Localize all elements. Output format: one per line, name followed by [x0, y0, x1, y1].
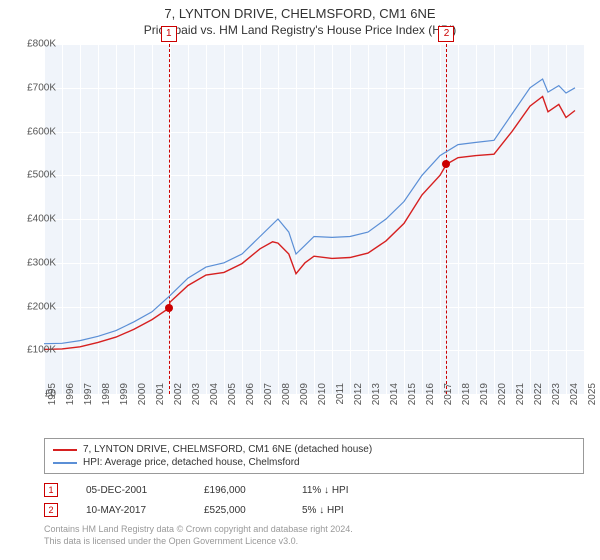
series-line-hpi	[44, 79, 575, 344]
x-axis-label: 2016	[425, 383, 436, 413]
x-axis-label: 2006	[245, 383, 256, 413]
x-axis-label: 2004	[209, 383, 220, 413]
legend-swatch	[53, 462, 77, 464]
x-axis-label: 2020	[497, 383, 508, 413]
x-axis-label: 1997	[83, 383, 94, 413]
x-axis-label: 1998	[101, 383, 112, 413]
y-axis-label: £400K	[16, 214, 56, 225]
x-axis-label: 2002	[173, 383, 184, 413]
legend-item: 7, LYNTON DRIVE, CHELMSFORD, CM1 6NE (de…	[53, 443, 575, 456]
y-axis-label: £200K	[16, 301, 56, 312]
x-axis-label: 2007	[263, 383, 274, 413]
y-axis-label: £300K	[16, 257, 56, 268]
x-axis-label: 1996	[65, 383, 76, 413]
x-axis-label: 2017	[443, 383, 454, 413]
x-axis-label: 2024	[569, 383, 580, 413]
x-axis-label: 2025	[587, 383, 598, 413]
chart-subtitle: Price paid vs. HM Land Registry's House …	[0, 21, 600, 37]
y-axis-label: £100K	[16, 345, 56, 356]
sale-row: 2 10-MAY-2017 £525,000 5% ↓ HPI	[44, 500, 392, 520]
footer-line-1: Contains HM Land Registry data © Crown c…	[44, 524, 353, 536]
x-axis-label: 2012	[353, 383, 364, 413]
sale-price: £525,000	[204, 505, 274, 516]
y-axis-label: £800K	[16, 39, 56, 50]
chart-plot-area: 12	[44, 44, 584, 394]
x-axis-label: 2009	[299, 383, 310, 413]
sale-row-marker: 1	[44, 483, 58, 497]
footer-line-2: This data is licensed under the Open Gov…	[44, 536, 353, 548]
x-axis-label: 2019	[479, 383, 490, 413]
series-line-price_paid	[44, 97, 575, 350]
x-axis-label: 2023	[551, 383, 562, 413]
x-axis-label: 2003	[191, 383, 202, 413]
legend-box: 7, LYNTON DRIVE, CHELMSFORD, CM1 6NE (de…	[44, 438, 584, 474]
x-axis-label: 2010	[317, 383, 328, 413]
y-axis-label: £700K	[16, 82, 56, 93]
x-axis-label: 2021	[515, 383, 526, 413]
chart-lines	[44, 44, 584, 394]
legend-label: HPI: Average price, detached house, Chel…	[83, 457, 300, 468]
x-axis-label: 1995	[47, 383, 58, 413]
sale-price: £196,000	[204, 485, 274, 496]
sale-marker-box: 1	[161, 26, 177, 42]
x-axis-label: 2018	[461, 383, 472, 413]
chart-container: 7, LYNTON DRIVE, CHELMSFORD, CM1 6NE Pri…	[0, 0, 600, 560]
sales-table: 1 05-DEC-2001 £196,000 11% ↓ HPI 2 10-MAY-201…	[44, 480, 392, 520]
legend-swatch	[53, 449, 77, 451]
x-axis-label: 2001	[155, 383, 166, 413]
x-axis-label: 2005	[227, 383, 238, 413]
sale-hpi-diff: 5% ↓ HPI	[302, 505, 392, 516]
x-axis-label: 2008	[281, 383, 292, 413]
y-axis-label: £600K	[16, 126, 56, 137]
x-axis-label: 2000	[137, 383, 148, 413]
sale-dot	[442, 160, 450, 168]
sale-date: 10-MAY-2017	[86, 505, 176, 516]
x-axis-label: 2022	[533, 383, 544, 413]
sale-hpi-diff: 11% ↓ HPI	[302, 485, 392, 496]
legend-label: 7, LYNTON DRIVE, CHELMSFORD, CM1 6NE (de…	[83, 444, 372, 455]
x-axis-label: 2013	[371, 383, 382, 413]
chart-title: 7, LYNTON DRIVE, CHELMSFORD, CM1 6NE	[0, 0, 600, 21]
sale-dot	[165, 304, 173, 312]
sale-row-marker: 2	[44, 503, 58, 517]
x-axis-label: 2011	[335, 383, 346, 413]
x-axis-label: 2015	[407, 383, 418, 413]
x-axis-label: 1999	[119, 383, 130, 413]
y-axis-label: £500K	[16, 170, 56, 181]
sale-row: 1 05-DEC-2001 £196,000 11% ↓ HPI	[44, 480, 392, 500]
footer-attribution: Contains HM Land Registry data © Crown c…	[44, 524, 353, 547]
sale-marker-box: 2	[438, 26, 454, 42]
sale-date: 05-DEC-2001	[86, 485, 176, 496]
legend-item: HPI: Average price, detached house, Chel…	[53, 456, 575, 469]
x-axis-label: 2014	[389, 383, 400, 413]
